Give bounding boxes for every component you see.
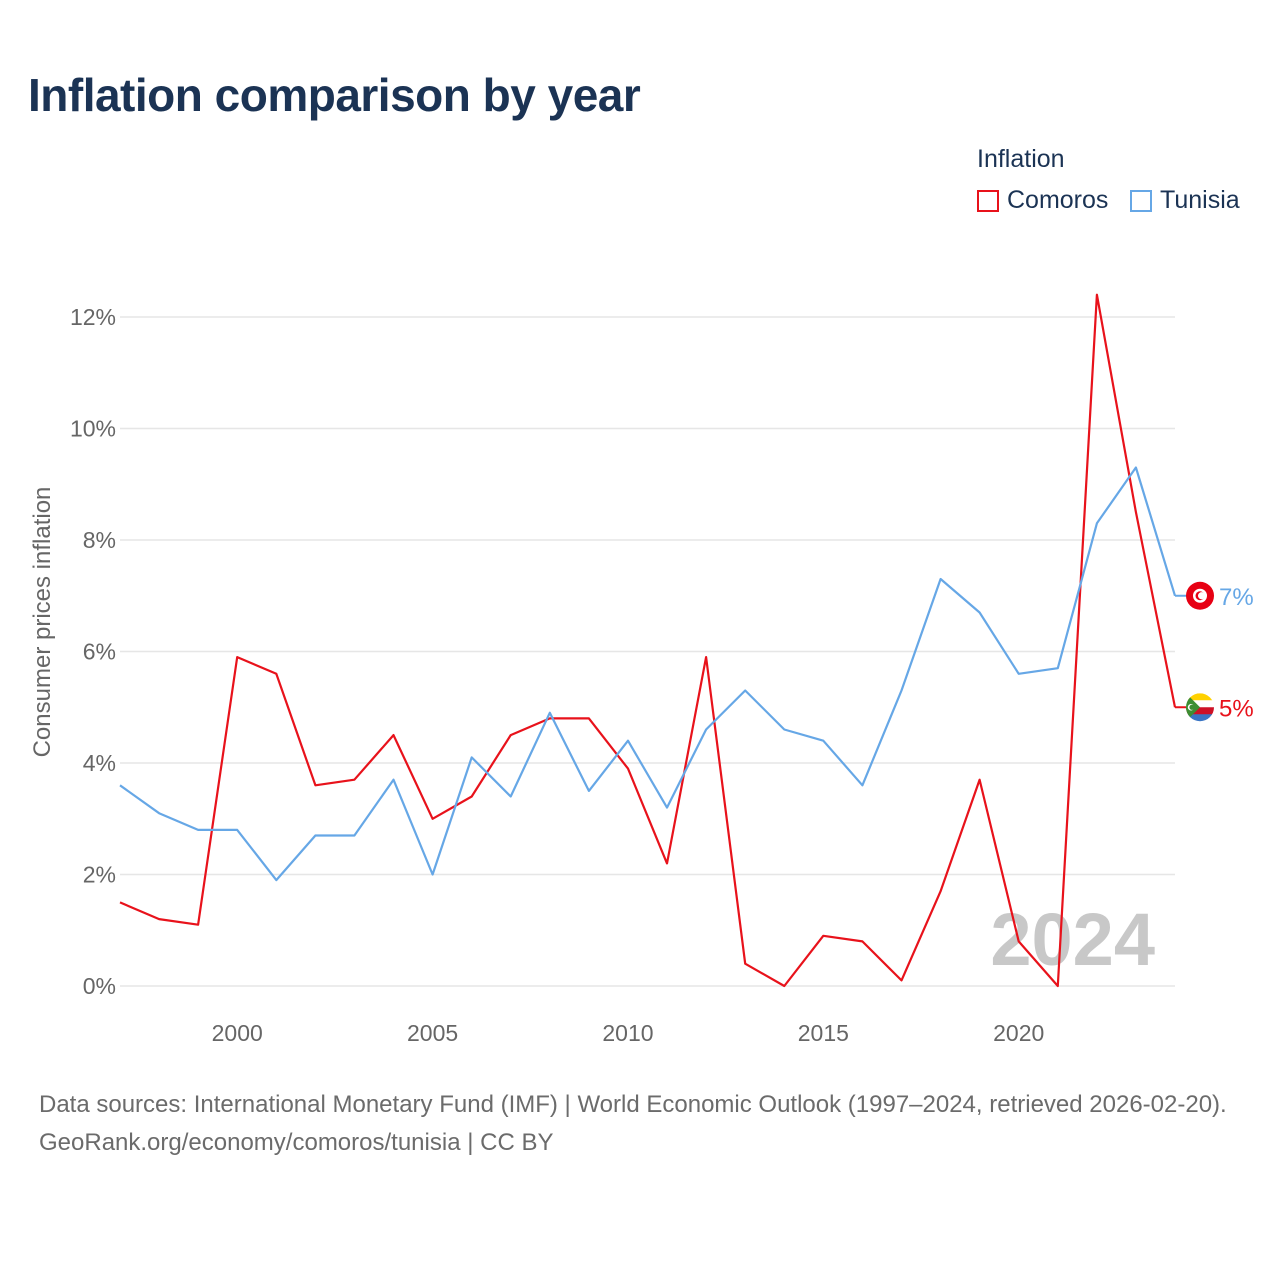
source-note: Data sources: International Monetary Fun… — [39, 1086, 1249, 1162]
x-tick-label: 2000 — [212, 1020, 263, 1046]
x-tick-label: 2020 — [993, 1020, 1044, 1046]
legend-title: Inflation — [977, 145, 1065, 173]
y-tick-label: 0% — [83, 973, 116, 999]
legend-label-comoros: Comoros — [1007, 186, 1109, 214]
end-label-comoros: 5% — [1219, 695, 1254, 722]
legend-item-comoros[interactable]: Comoros — [977, 186, 1108, 215]
x-tick-label: 2005 — [407, 1020, 458, 1046]
x-tick-label: 2010 — [602, 1020, 653, 1046]
end-markers: 5% 7% — [1175, 581, 1254, 722]
series-lines — [119, 293, 1177, 988]
x-tick-label: 2015 — [798, 1020, 849, 1046]
legend-swatch-tunisia — [1130, 189, 1152, 212]
end-label-tunisia: 7% — [1219, 584, 1254, 611]
legend-swatch-comoros — [977, 189, 999, 212]
tunisia-flag-icon — [1186, 581, 1214, 610]
year-watermark: 2024 — [990, 898, 1155, 981]
grid-lines — [120, 316, 1175, 987]
series-line-comoros[interactable] — [119, 293, 1177, 988]
y-tick-label: 4% — [83, 750, 116, 776]
chart-title: Inflation comparison by year — [28, 69, 641, 121]
source-text: Data sources: International Monetary Fun… — [39, 1091, 1227, 1118]
y-tick-label: 10% — [70, 416, 116, 442]
x-tick-labels: 2000 2005 2010 2015 2020 — [212, 1020, 1045, 1046]
y-tick-labels: 0% 2% 4% 6% 8% 10% 12% — [70, 304, 116, 999]
credit-link[interactable]: GeoRank.org/economy/comoros/tunisia | CC… — [39, 1129, 554, 1156]
y-tick-label: 2% — [83, 862, 116, 888]
comoros-flag-icon — [1186, 693, 1214, 722]
y-tick-label: 8% — [83, 527, 116, 553]
legend-item-tunisia[interactable]: Tunisia — [1130, 186, 1240, 215]
y-tick-label: 6% — [83, 639, 116, 665]
legend-label-tunisia: Tunisia — [1160, 186, 1240, 214]
y-tick-label: 12% — [70, 304, 116, 330]
line-chart: 0% 2% 4% 6% 8% 10% 12% 2000 2005 2010 2015 2020 20… — [70, 293, 1254, 1046]
series-line-tunisia[interactable] — [119, 466, 1177, 882]
